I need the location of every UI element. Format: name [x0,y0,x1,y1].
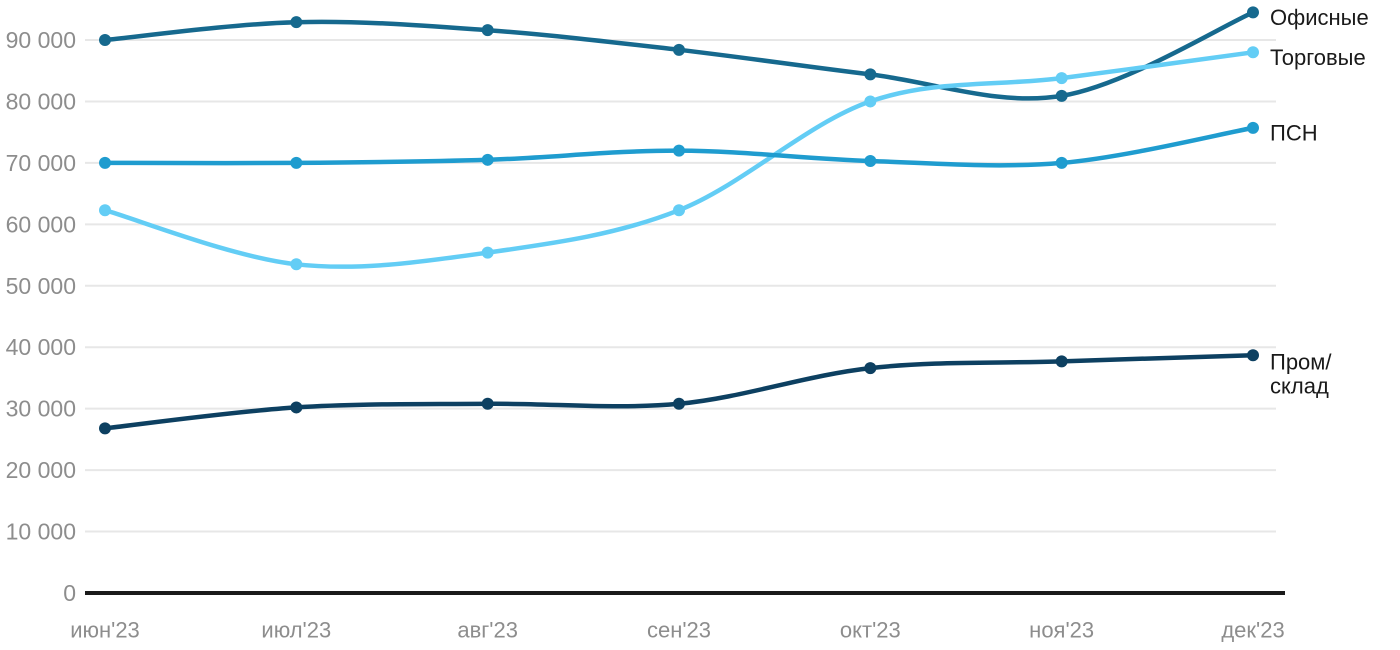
x-tick-label: окт'23 [840,618,901,643]
y-tick-label: 20 000 [6,457,76,483]
y-tick-label: 90 000 [6,27,76,53]
data-point-psn[interactable] [1247,121,1259,134]
y-tick-label: 10 000 [6,519,76,545]
data-point-psn[interactable] [290,156,303,169]
x-tick-label: июн'23 [70,618,140,643]
series-label-offices: Офисные [1270,5,1369,30]
data-point-retail[interactable] [290,258,303,271]
data-point-psn[interactable] [864,155,877,168]
y-tick-label: 40 000 [6,334,76,360]
data-point-offices[interactable] [481,24,494,37]
data-point-industrial[interactable] [99,422,111,435]
y-tick-label: 0 [63,580,76,606]
y-tick-label: 30 000 [6,396,76,422]
data-point-offices[interactable] [99,34,111,46]
data-point-offices[interactable] [673,43,685,56]
data-point-retail[interactable] [864,95,877,108]
data-point-offices[interactable] [1055,89,1068,102]
data-point-retail[interactable] [673,204,685,217]
data-point-industrial[interactable] [481,397,494,410]
data-point-industrial[interactable] [864,362,877,375]
y-tick-label: 70 000 [6,150,76,176]
x-tick-label: июл'23 [261,618,331,643]
y-tick-label: 80 000 [6,88,76,114]
data-point-industrial[interactable] [290,401,303,414]
y-tick-label: 50 000 [6,273,76,299]
data-point-psn[interactable] [1055,156,1068,169]
data-point-industrial[interactable] [1055,355,1068,368]
series-label-psn: ПСН [1270,120,1318,145]
series-label-industrial: Пром/ [1270,350,1332,375]
data-point-retail[interactable] [1247,46,1259,59]
x-tick-label: авг'23 [457,618,518,643]
series-label-retail: Торговые [1270,45,1366,70]
data-point-retail[interactable] [1055,72,1068,85]
data-point-psn[interactable] [673,144,685,157]
data-point-psn[interactable] [481,153,494,166]
data-point-retail[interactable] [481,246,494,259]
data-point-psn[interactable] [99,156,111,169]
data-point-industrial[interactable] [673,397,685,410]
x-tick-label: дек'23 [1221,618,1284,643]
data-point-offices[interactable] [290,16,303,29]
data-point-offices[interactable] [1247,6,1259,19]
series-label-industrial: склад [1270,374,1329,399]
data-point-retail[interactable] [99,204,111,217]
data-point-offices[interactable] [864,68,877,81]
data-point-industrial[interactable] [1247,349,1259,362]
x-tick-label: ноя'23 [1029,618,1094,643]
x-tick-label: сен'23 [647,618,711,643]
y-tick-label: 60 000 [6,211,76,237]
